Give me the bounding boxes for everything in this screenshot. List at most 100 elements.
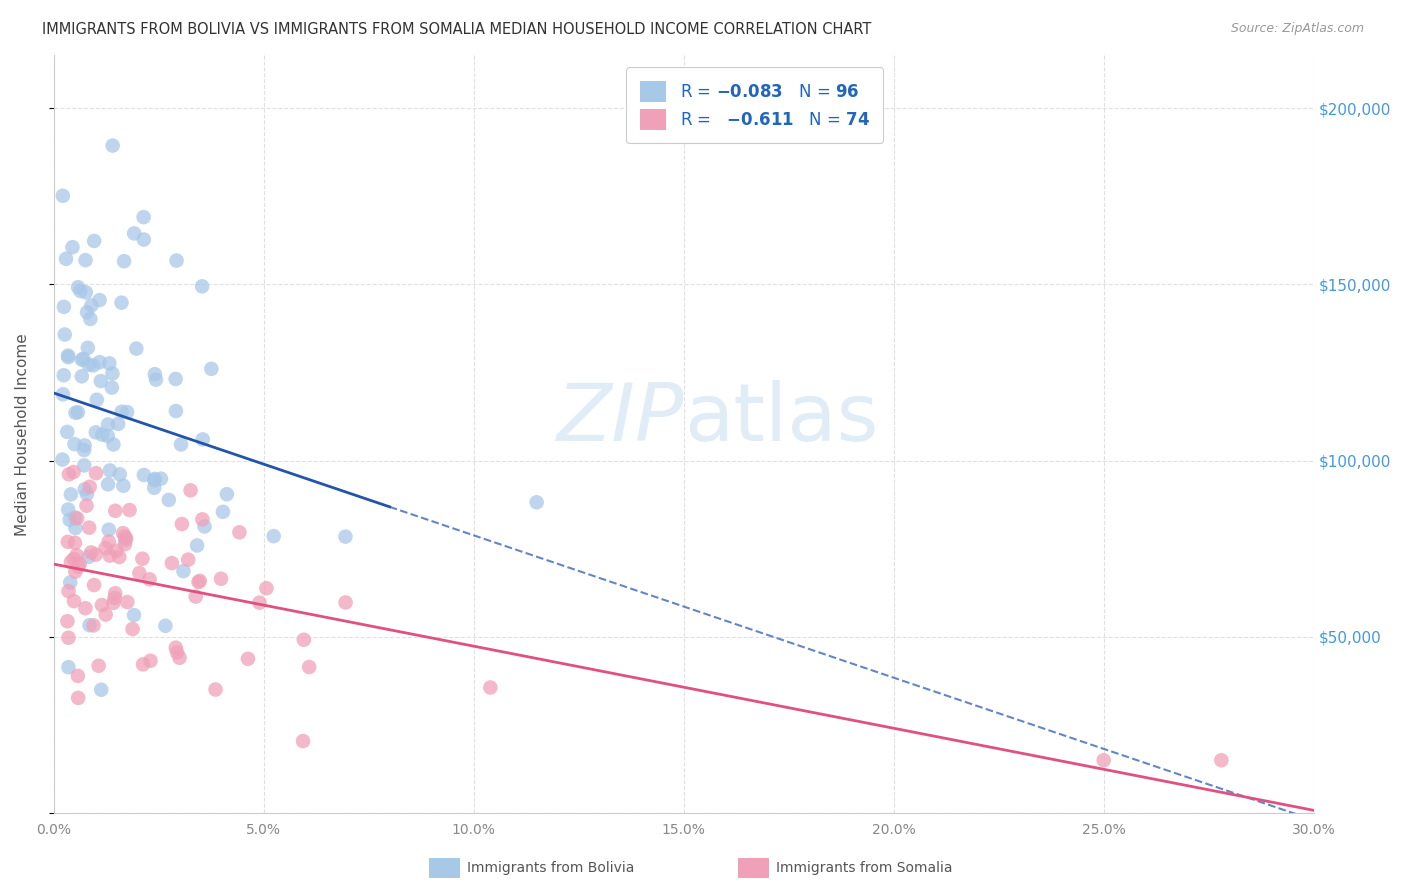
Point (114, 529, 136, 543)
Point (76, 305, 98, 319)
Point (65, 565, 87, 579)
Point (77, 358, 100, 372)
Point (67, 559, 90, 574)
Point (132, 210, 155, 224)
Point (94, 541, 117, 556)
Point (155, 619, 177, 633)
Point (55, 252, 77, 266)
Point (103, 596, 125, 610)
Point (98, 463, 121, 477)
Point (67, 690, 90, 705)
Text: Source: ZipAtlas.com: Source: ZipAtlas.com (1230, 22, 1364, 36)
Point (114, 533, 136, 547)
Point (84, 425, 107, 440)
Point (97, 523, 120, 537)
Point (165, 372, 187, 386)
Point (98, 356, 121, 370)
Point (62, 552, 84, 566)
Point (104, 586, 127, 600)
Point (97, 429, 120, 443)
Point (94, 607, 117, 622)
Text: Immigrants from Bolivia: Immigrants from Bolivia (467, 861, 634, 875)
Point (51, 452, 73, 467)
Point (212, 505, 235, 519)
Point (76, 341, 98, 355)
Point (73, 458, 96, 473)
Point (112, 254, 135, 268)
Point (90, 374, 112, 388)
Point (87, 658, 110, 673)
Point (143, 481, 166, 495)
Point (89, 293, 111, 307)
Point (79, 618, 101, 632)
Point (1211, 753, 1233, 767)
Point (59, 487, 82, 501)
Point (165, 640, 187, 655)
Point (98, 549, 121, 563)
Point (115, 405, 138, 419)
Point (63, 510, 86, 524)
Point (209, 572, 232, 586)
Point (63, 594, 86, 608)
Point (62, 240, 84, 254)
Point (58, 660, 80, 674)
Point (110, 295, 132, 310)
Point (170, 437, 193, 451)
Point (108, 467, 131, 482)
Point (170, 516, 193, 531)
Point (254, 581, 277, 595)
Point (77, 521, 100, 535)
Point (128, 566, 150, 580)
Point (139, 654, 162, 668)
Point (335, 530, 357, 544)
Point (479, 681, 502, 695)
Point (58, 350, 80, 364)
Point (160, 556, 183, 570)
Text: Immigrants from Somalia: Immigrants from Somalia (776, 861, 953, 875)
Point (58, 584, 80, 599)
Point (75, 601, 97, 615)
Point (335, 595, 357, 609)
Point (52, 300, 75, 314)
Point (66, 511, 89, 525)
Point (62, 465, 84, 479)
Text: ZIP: ZIP (557, 380, 683, 458)
Point (82, 359, 104, 373)
Point (112, 526, 135, 541)
Point (249, 596, 271, 610)
Point (65, 521, 87, 535)
Point (73, 438, 96, 452)
Point (180, 483, 202, 498)
Point (73, 483, 96, 497)
Point (191, 433, 214, 447)
Point (138, 572, 160, 586)
Point (84, 466, 107, 480)
Point (165, 404, 187, 418)
Point (79, 480, 101, 494)
Point (91, 427, 114, 442)
Point (83, 618, 105, 632)
Point (69, 557, 91, 571)
Point (169, 650, 191, 665)
Point (56, 349, 79, 363)
Point (72, 351, 94, 366)
Point (84, 548, 107, 562)
Point (65, 548, 87, 562)
Point (122, 227, 145, 241)
Point (53, 327, 76, 342)
Point (105, 543, 128, 558)
Point (107, 417, 129, 431)
Point (143, 472, 166, 486)
Point (66, 669, 89, 683)
Point (86, 392, 108, 407)
Point (191, 512, 214, 526)
Point (292, 632, 315, 647)
Point (52, 188, 75, 202)
Point (97, 534, 120, 549)
Point (90, 682, 112, 697)
Point (83, 578, 105, 592)
Point (69, 284, 91, 298)
Point (132, 233, 155, 247)
Point (166, 646, 188, 660)
Point (83, 234, 105, 248)
